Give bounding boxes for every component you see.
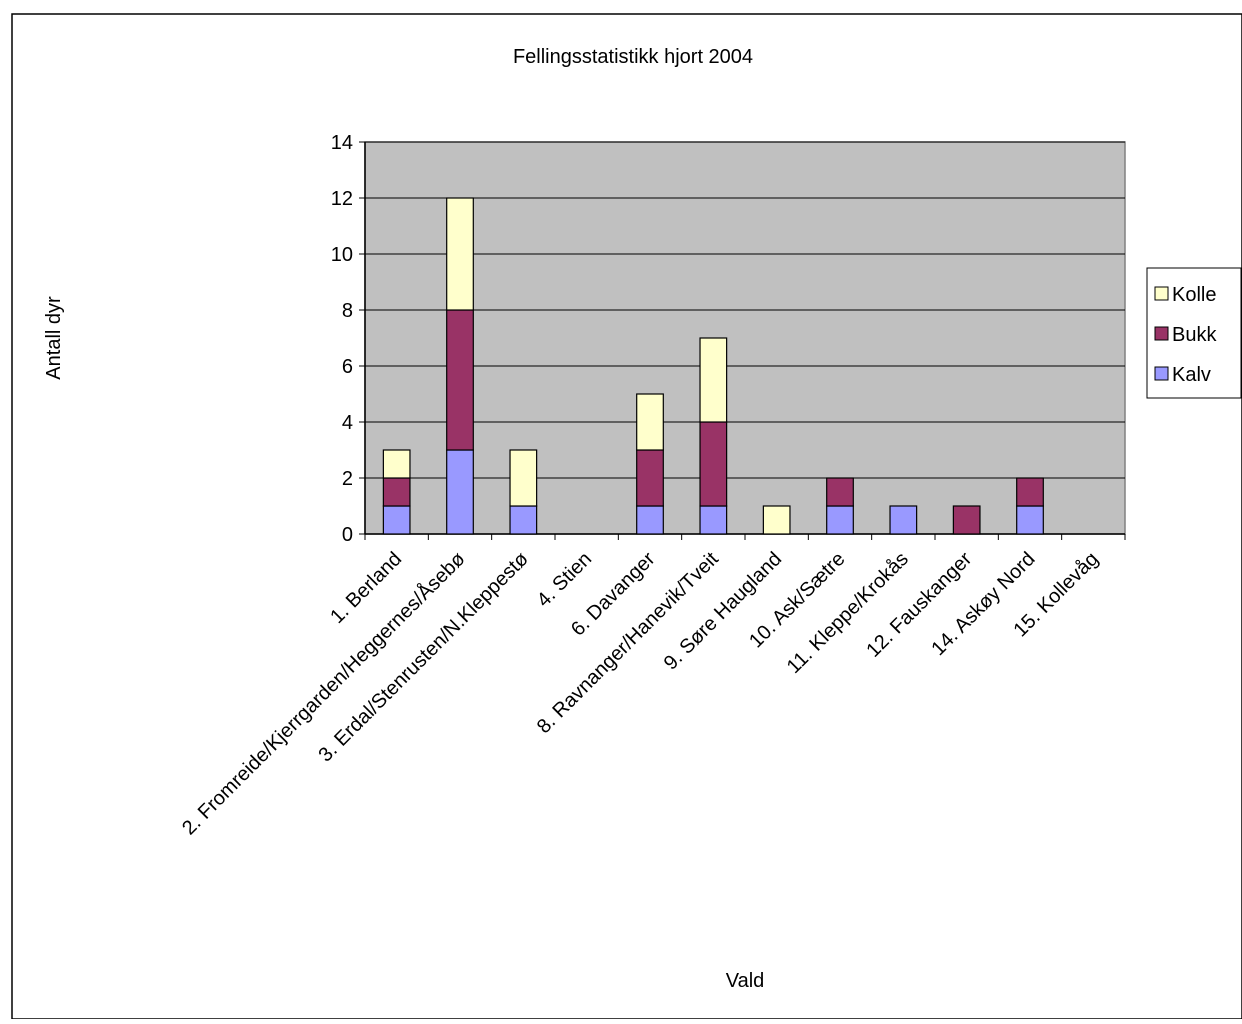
bar-segment-kalv	[1016, 505, 1044, 535]
legend-label-kolle: Kolle	[1172, 284, 1216, 306]
y-tick-label: 8	[342, 300, 353, 322]
y-tick-label: 12	[331, 188, 353, 210]
bar-segment-bukk	[952, 505, 981, 535]
bar-segment-kalv	[446, 449, 474, 535]
legend-label-kalv: Kalv	[1172, 364, 1211, 386]
y-tick-label: 4	[342, 412, 353, 434]
legend-swatch-kalv	[1154, 366, 1169, 381]
y-tick-label: 0	[342, 524, 353, 546]
y-axis-label: Antall dyr	[43, 296, 65, 380]
bar-segment-bukk	[826, 477, 854, 507]
bar-segment-bukk	[699, 421, 728, 507]
bar-segment-kolle	[762, 505, 791, 535]
legend-label-bukk: Bukk	[1172, 324, 1217, 346]
bar-segment-kolle	[446, 197, 474, 311]
bar-segment-kolle	[382, 449, 411, 479]
y-tick-label: 14	[331, 132, 353, 154]
y-tick-label: 6	[342, 356, 353, 378]
bar-segment-kalv	[636, 505, 664, 535]
bar-segment-kalv	[826, 505, 854, 535]
bar-segment-kolle	[699, 337, 728, 423]
legend-swatch-kolle	[1154, 286, 1169, 301]
bar-segment-kalv	[699, 505, 728, 535]
bar-segment-kalv	[889, 505, 918, 535]
bar-segment-kolle	[636, 393, 664, 451]
y-tick-label: 2	[342, 468, 353, 490]
bar-segment-bukk	[382, 477, 411, 507]
plot-background	[364, 141, 1126, 535]
bar-segment-kolle	[509, 449, 538, 507]
chart-title: Fellingsstatistikk hjort 2004	[513, 46, 753, 68]
legend-swatch-bukk	[1154, 326, 1169, 341]
legend: Kolle Bukk Kalv	[1146, 267, 1242, 399]
bar-segment-bukk	[636, 449, 664, 507]
y-tick-label: 10	[331, 244, 353, 266]
bar-segment-kalv	[382, 505, 411, 535]
bar-segment-bukk	[446, 309, 474, 451]
bar-segment-bukk	[1016, 477, 1044, 507]
bar-segment-kalv	[509, 505, 538, 535]
x-axis-label: Vald	[726, 970, 765, 992]
